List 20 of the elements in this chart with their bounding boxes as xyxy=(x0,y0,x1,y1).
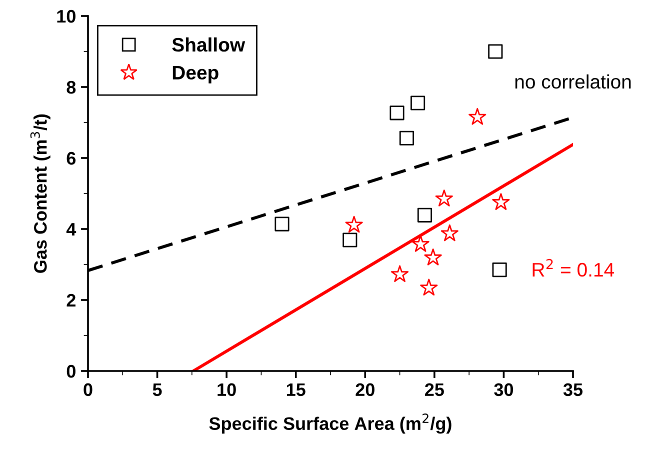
x-axis-title: Specific Surface Area (m$^{2}$/g) xyxy=(209,414,452,434)
y-tick-label: 6 xyxy=(66,152,76,165)
x-tick-label: 30 xyxy=(494,383,514,396)
x-tick-label: 20 xyxy=(356,383,374,396)
legend-label: Shallow xyxy=(172,37,246,52)
y-axis-title: Gas Content (m$^{3}$/t) xyxy=(30,114,50,273)
y-tick-label: 0 xyxy=(66,364,76,378)
y-tick-label: 2 xyxy=(66,294,76,307)
legend-label: Deep xyxy=(172,66,218,84)
x-tick-label: 25 xyxy=(425,383,444,396)
x-tick-label: 5 xyxy=(152,383,162,396)
y-tick-label: 4 xyxy=(66,223,76,236)
y-tick-label: 8 xyxy=(66,80,76,94)
x-tick-label: 0 xyxy=(84,383,92,396)
x-tick-label: 15 xyxy=(286,383,306,396)
annotation: R$^{2}$ = 0.14 xyxy=(532,258,614,277)
x-tick-label: 10 xyxy=(218,383,236,396)
annotation: no correlation xyxy=(515,74,631,89)
y-tick-label: 10 xyxy=(57,10,76,23)
x-tick-label: 35 xyxy=(563,383,583,396)
